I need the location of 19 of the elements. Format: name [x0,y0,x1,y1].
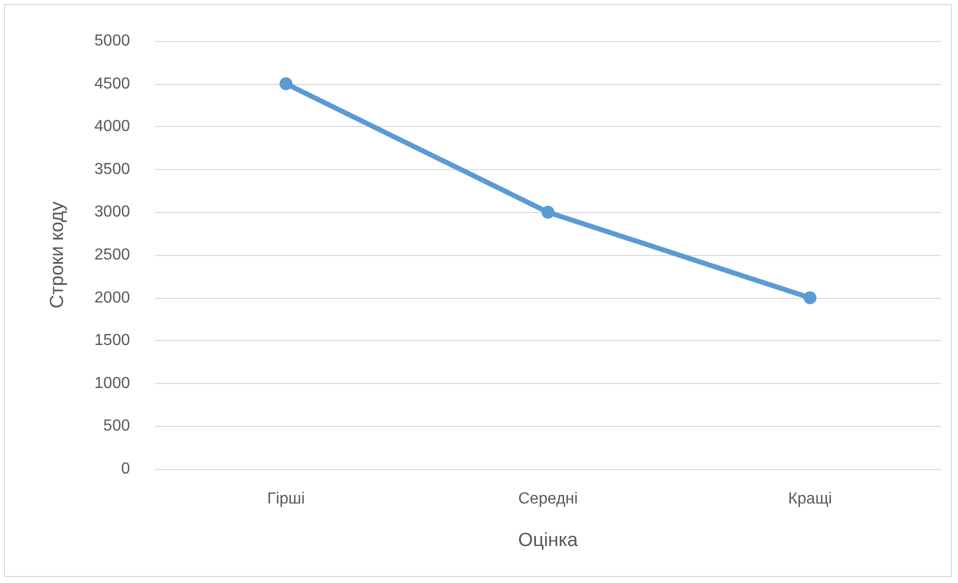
y-tick-label: 2500 [94,246,130,264]
y-tick-label: 1500 [94,332,130,350]
point [280,77,292,90]
y-tick-label: 5000 [94,32,130,50]
point [542,206,554,219]
y-tick-label: 2000 [94,289,130,306]
x-tick-label: Середні [518,490,578,508]
y-tick-label: 4000 [94,118,130,136]
y-tick-label: 4500 [94,75,130,92]
y-tick-label: 500 [103,418,130,435]
y-tick-label: 0 [121,460,130,478]
y-tick-label: 1000 [94,374,130,392]
x-axis-title: Оцінка [518,530,578,551]
y-tick-label: 3500 [94,160,130,178]
y-tick-label: 3000 [94,204,130,221]
x-tick-label: Кращі [788,490,832,508]
point [804,291,816,304]
x-tick-label: Гірші [267,490,305,508]
y-axis-title: Строки коду [47,200,68,309]
